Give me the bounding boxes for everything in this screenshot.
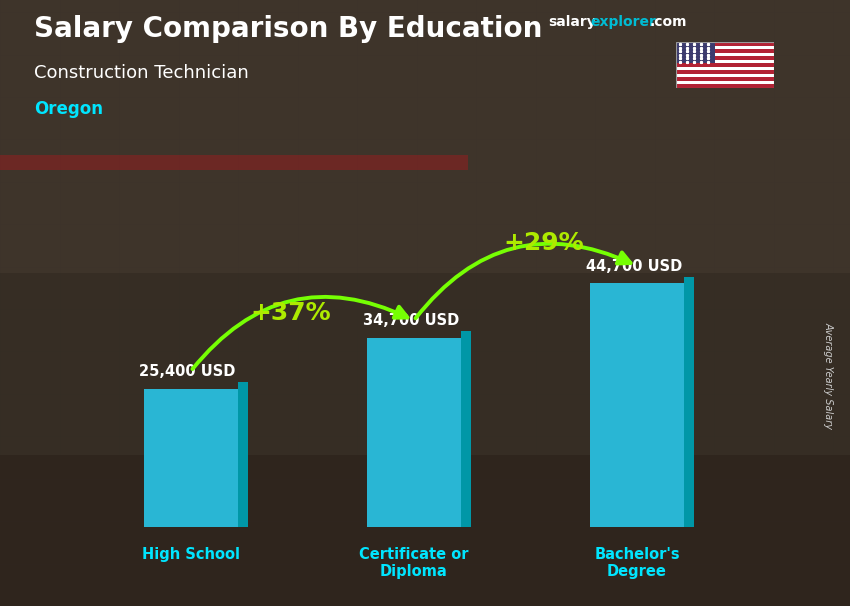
Bar bbox=[590, 284, 683, 527]
Text: Salary Comparison By Education: Salary Comparison By Education bbox=[34, 15, 542, 43]
Bar bbox=[0, 273, 850, 454]
Text: Construction Technician: Construction Technician bbox=[34, 64, 249, 82]
Bar bbox=[676, 74, 774, 78]
Bar bbox=[676, 70, 774, 74]
Bar bbox=[676, 53, 774, 56]
Bar bbox=[676, 64, 774, 67]
Bar bbox=[676, 78, 774, 81]
Text: Average Yearly Salary: Average Yearly Salary bbox=[824, 322, 834, 429]
Bar bbox=[676, 84, 774, 88]
Bar bbox=[0, 155, 468, 170]
Text: explorer: explorer bbox=[590, 15, 655, 29]
Bar bbox=[676, 56, 774, 60]
Bar bbox=[0, 0, 850, 273]
Text: salary: salary bbox=[548, 15, 596, 29]
Polygon shape bbox=[683, 277, 694, 527]
Bar bbox=[676, 81, 774, 84]
Text: 34,700 USD: 34,700 USD bbox=[362, 313, 459, 328]
Bar bbox=[676, 67, 774, 70]
Bar bbox=[0, 454, 850, 606]
Text: 25,400 USD: 25,400 USD bbox=[139, 364, 235, 379]
Text: +37%: +37% bbox=[251, 301, 332, 325]
Text: 44,700 USD: 44,700 USD bbox=[586, 259, 682, 274]
Bar bbox=[144, 388, 237, 527]
Bar bbox=[676, 42, 774, 46]
Bar bbox=[676, 46, 774, 50]
Polygon shape bbox=[237, 382, 247, 527]
Bar bbox=[676, 42, 715, 64]
Text: +29%: +29% bbox=[503, 231, 584, 255]
Bar bbox=[676, 50, 774, 53]
Bar bbox=[676, 60, 774, 64]
Bar bbox=[367, 338, 461, 527]
Text: .com: .com bbox=[649, 15, 687, 29]
Text: Oregon: Oregon bbox=[34, 100, 103, 118]
Polygon shape bbox=[461, 331, 471, 527]
